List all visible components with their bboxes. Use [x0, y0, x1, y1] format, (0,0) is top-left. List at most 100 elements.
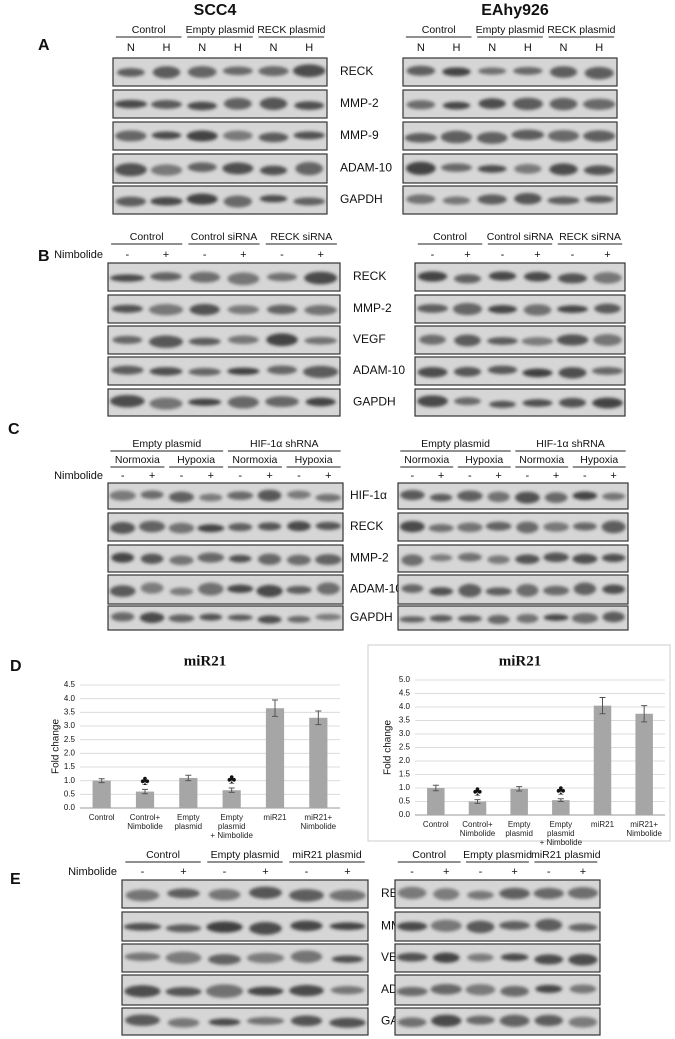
- band: [315, 521, 342, 531]
- group-label: Normoxia: [519, 454, 564, 466]
- band: [208, 954, 241, 965]
- band: [514, 192, 542, 205]
- band: [151, 100, 182, 109]
- lane-label: N: [270, 42, 278, 54]
- band: [430, 983, 462, 995]
- significance-mark: ♣: [227, 771, 236, 787]
- band: [397, 886, 427, 900]
- band: [227, 272, 260, 286]
- band: [329, 889, 366, 902]
- band: [148, 335, 184, 348]
- blot: [121, 879, 369, 909]
- band: [521, 337, 554, 346]
- band: [417, 271, 448, 282]
- lane-label: +: [262, 866, 268, 878]
- band: [227, 614, 253, 621]
- band: [149, 397, 183, 410]
- treatment-label: Nimbolide: [68, 866, 117, 878]
- band: [430, 919, 462, 932]
- band: [547, 130, 580, 142]
- band: [567, 887, 599, 899]
- band: [429, 554, 453, 562]
- blot: [121, 911, 369, 942]
- blot: [107, 325, 341, 355]
- band: [583, 98, 616, 110]
- x-tick-label: Control+ Nimbolide: [127, 813, 163, 831]
- band: [396, 986, 428, 997]
- band: [534, 1014, 564, 1027]
- band: [189, 303, 220, 316]
- band: [488, 304, 517, 314]
- band: [110, 394, 145, 408]
- error-bar: [641, 705, 648, 723]
- blot: [121, 974, 369, 1006]
- band: [315, 613, 342, 621]
- band: [259, 97, 288, 111]
- bar: [510, 788, 528, 815]
- lane-label: +: [344, 866, 350, 878]
- band: [454, 397, 481, 406]
- band: [227, 367, 260, 375]
- band: [602, 584, 626, 595]
- error-bar: [272, 699, 278, 717]
- blot: [112, 121, 328, 151]
- band: [513, 66, 543, 75]
- band: [186, 130, 218, 142]
- band: [256, 584, 283, 598]
- band: [208, 888, 241, 901]
- band: [602, 492, 626, 501]
- band: [168, 491, 194, 503]
- band: [223, 130, 253, 141]
- band-label: MMP-9: [340, 128, 379, 142]
- error-bar: [228, 787, 235, 793]
- band: [111, 304, 144, 313]
- band: [466, 920, 495, 934]
- x-tick-label: Empty plasmid: [174, 813, 203, 831]
- lane-label: -: [297, 470, 301, 482]
- lane-label: N: [488, 42, 496, 54]
- band: [227, 584, 254, 593]
- group-label: Control: [422, 24, 456, 36]
- band: [149, 367, 183, 376]
- band: [199, 613, 223, 621]
- panel-label: E: [10, 871, 21, 888]
- x-tick-label: miR21: [590, 820, 615, 829]
- lane-label: +: [553, 470, 559, 482]
- lane-label: H: [234, 42, 242, 54]
- band: [290, 920, 323, 932]
- band: [168, 614, 195, 623]
- lane-label: -: [479, 866, 483, 878]
- group-label: Hypoxia: [177, 454, 215, 466]
- bar: [593, 705, 612, 815]
- band: [523, 271, 552, 282]
- bar: [92, 780, 111, 808]
- blot: [402, 121, 618, 151]
- y-tick-label: 3.5: [399, 716, 411, 725]
- band: [197, 552, 225, 563]
- band: [406, 65, 436, 76]
- lane-label: -: [121, 470, 125, 482]
- band: [267, 272, 297, 282]
- band: [584, 66, 614, 80]
- band: [533, 887, 564, 899]
- band: [290, 950, 323, 963]
- x-tick-label: Control+ Nimbolide: [459, 820, 496, 838]
- band: [124, 985, 161, 998]
- error-bar: [432, 784, 439, 792]
- band: [293, 131, 325, 140]
- blot: [107, 294, 341, 324]
- x-tick-label: Control: [88, 813, 115, 822]
- band: [557, 305, 588, 313]
- group-label: Hypoxia: [295, 454, 333, 466]
- lane-label: +: [325, 470, 331, 482]
- lane-label: -: [547, 866, 551, 878]
- band-label: ADAM-10: [353, 363, 405, 377]
- band: [111, 612, 135, 622]
- lane-label: -: [203, 249, 207, 261]
- band: [148, 304, 184, 316]
- band: [478, 98, 506, 109]
- band: [511, 129, 545, 141]
- lane-label: H: [524, 42, 532, 54]
- band: [489, 400, 516, 408]
- group-label: RECK plasmid: [257, 24, 325, 36]
